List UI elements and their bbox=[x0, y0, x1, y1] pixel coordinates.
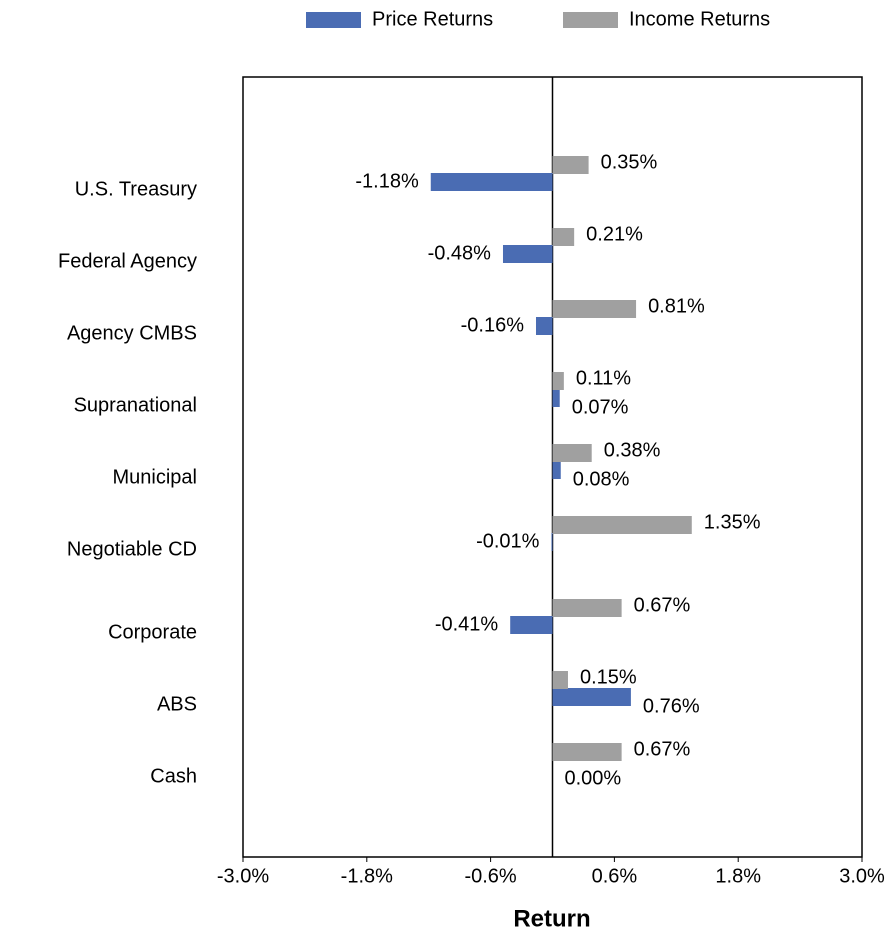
x-tick-label: 3.0% bbox=[839, 865, 885, 887]
y-tick-label: Agency CMBS bbox=[67, 322, 197, 344]
bar bbox=[552, 372, 564, 390]
x-tick-label: -0.6% bbox=[464, 865, 516, 887]
bar bbox=[552, 599, 622, 617]
bar bbox=[552, 516, 692, 534]
bar bbox=[552, 300, 637, 318]
data-label: -0.16% bbox=[461, 314, 525, 336]
x-tick-label: 1.8% bbox=[715, 865, 761, 887]
bar bbox=[552, 671, 568, 689]
bar bbox=[552, 444, 592, 462]
bar bbox=[552, 156, 589, 174]
bar bbox=[552, 743, 622, 761]
data-label: 0.38% bbox=[604, 439, 661, 461]
x-axis-title: Return bbox=[513, 905, 590, 932]
data-label: -0.01% bbox=[476, 530, 540, 552]
data-label: 0.35% bbox=[601, 151, 658, 173]
bar bbox=[552, 389, 560, 407]
bar bbox=[552, 688, 631, 706]
data-label: -0.48% bbox=[428, 242, 492, 264]
data-label: 0.67% bbox=[634, 738, 691, 760]
data-label: 0.11% bbox=[576, 367, 631, 389]
data-label: 0.76% bbox=[643, 695, 700, 717]
data-label: 0.07% bbox=[572, 396, 629, 418]
bar bbox=[502, 245, 553, 263]
data-label: 0.08% bbox=[573, 468, 630, 490]
bar bbox=[552, 461, 561, 479]
data-label: -1.18% bbox=[355, 170, 419, 192]
bar bbox=[510, 616, 553, 634]
data-label: 0.81% bbox=[648, 295, 705, 317]
data-label: 0.00% bbox=[565, 767, 622, 789]
legend-label: Price Returns bbox=[372, 8, 493, 30]
y-tick-label: ABS bbox=[157, 693, 197, 715]
y-tick-label: Federal Agency bbox=[58, 250, 197, 272]
legend-swatch bbox=[563, 12, 618, 28]
legend-label: Income Returns bbox=[629, 8, 770, 30]
data-label: 0.15% bbox=[580, 666, 637, 688]
bar bbox=[552, 228, 575, 246]
x-tick-label: -3.0% bbox=[217, 865, 269, 887]
data-label: 0.21% bbox=[586, 223, 643, 245]
data-label: 1.35% bbox=[704, 511, 761, 533]
legend-swatch bbox=[306, 12, 361, 28]
bar bbox=[430, 173, 553, 191]
bar bbox=[535, 317, 553, 335]
y-tick-label: Municipal bbox=[113, 466, 197, 488]
y-tick-label: U.S. Treasury bbox=[75, 178, 197, 200]
y-tick-label: Supranational bbox=[74, 394, 197, 416]
data-label: -0.41% bbox=[435, 613, 499, 635]
x-tick-label: -1.8% bbox=[341, 865, 393, 887]
y-tick-label: Cash bbox=[150, 765, 197, 787]
data-label: 0.67% bbox=[634, 594, 691, 616]
y-tick-label: Corporate bbox=[108, 621, 197, 643]
bar bbox=[551, 533, 553, 551]
x-tick-label: 0.6% bbox=[592, 865, 638, 887]
y-tick-label: Negotiable CD bbox=[67, 538, 197, 560]
